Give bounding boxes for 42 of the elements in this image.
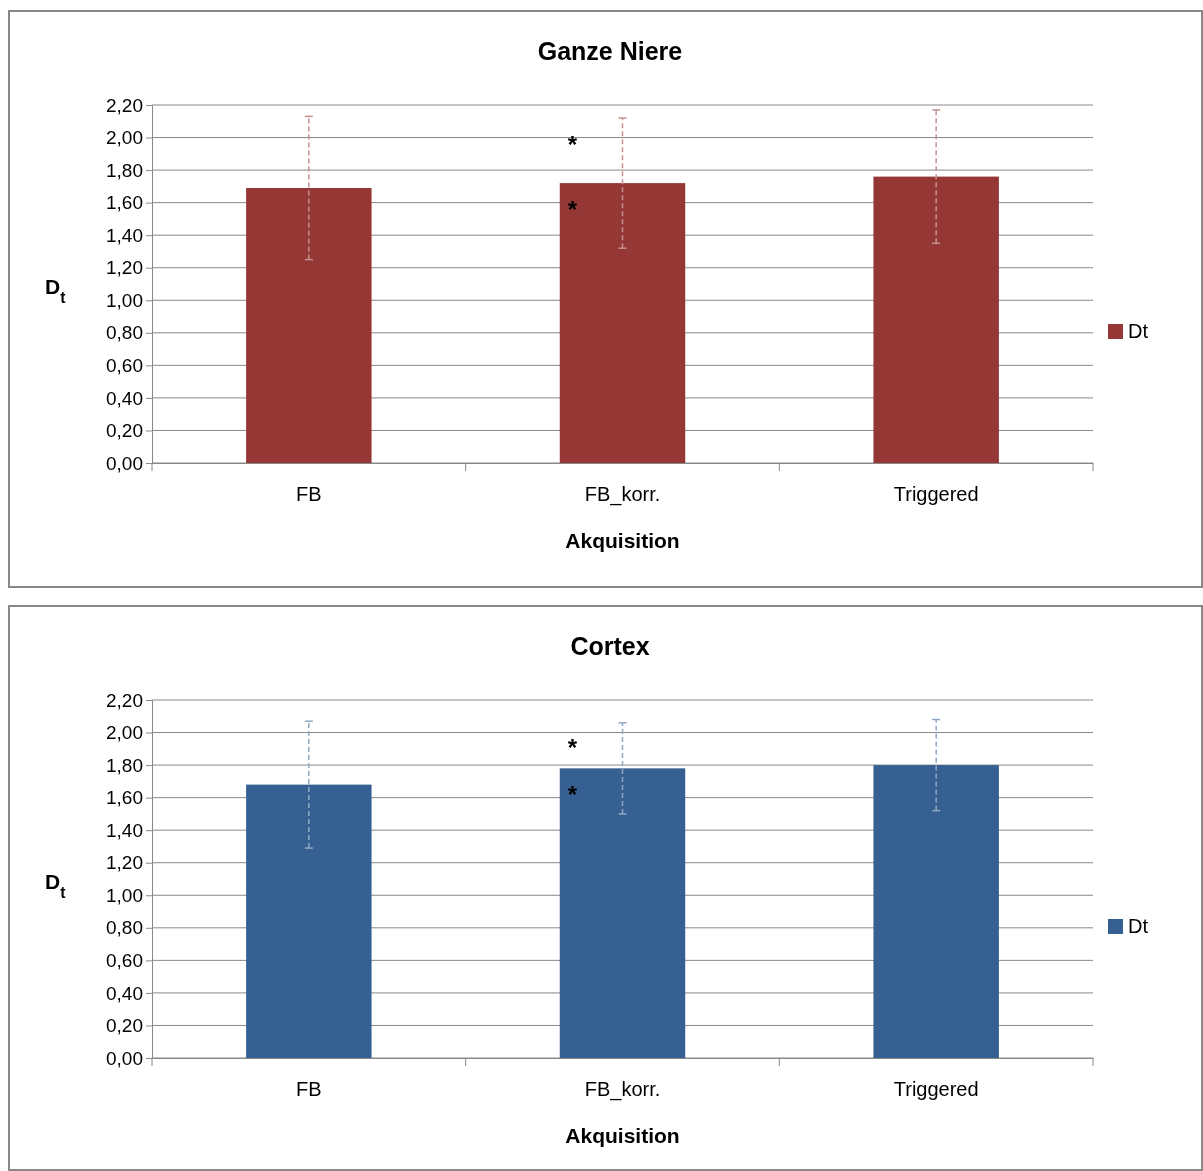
x-tick-label: Triggered [893, 1078, 979, 1101]
y-axis-title: D$_{t}$ [45, 870, 67, 901]
x-tick-label: FB_korr. [584, 1078, 661, 1102]
y-tick-label: 1,60 [106, 787, 143, 809]
x-tick-label: FB [296, 483, 322, 506]
annotation: * [567, 195, 578, 223]
y-tick-label: 1,00 [106, 289, 143, 311]
x-axis-title: Akquisition [565, 529, 680, 552]
y-tick-label: 2,20 [106, 689, 143, 711]
y-tick-label: 1,80 [106, 754, 143, 776]
y-tick-label: 1,20 [106, 257, 143, 279]
annotation: * [567, 130, 578, 158]
y-tick-label: 0,20 [106, 1015, 143, 1037]
y-tick-label: 1,20 [106, 852, 143, 874]
y-tick-label: 1,00 [106, 884, 143, 906]
chart-title: Ganze Niere [537, 37, 683, 65]
y-tick-label: 1,60 [106, 192, 143, 214]
y-tick-label: 0,60 [106, 354, 143, 376]
y-tick-label: 2,20 [106, 94, 143, 116]
y-tick-label: 0,80 [106, 322, 143, 344]
legend-label: Dt [1128, 320, 1149, 342]
chart-title: Cortex [570, 632, 650, 660]
x-tick-label: FB_korr. [584, 483, 661, 507]
y-tick-label: 0,00 [106, 452, 143, 474]
y-tick-label: 0,60 [106, 949, 143, 971]
y-tick-label: 1,40 [106, 224, 143, 246]
annotation: * [567, 781, 578, 809]
x-tick-label: FB [296, 1078, 322, 1101]
annotation: * [567, 733, 578, 761]
y-tick-label: 2,00 [106, 722, 143, 744]
y-tick-label: 0,40 [106, 982, 143, 1004]
y-tick-label: 0,20 [106, 420, 143, 442]
x-tick-label: Triggered [893, 483, 979, 506]
y-tick-label: 0,00 [106, 1047, 143, 1069]
y-tick-label: 2,00 [106, 127, 143, 149]
y-axis-title: D$_{t}$ [45, 275, 67, 306]
y-tick-label: 1,40 [106, 819, 143, 841]
y-tick-label: 0,40 [106, 387, 143, 409]
legend-label: Dt [1128, 915, 1149, 937]
y-tick-label: 1,80 [106, 159, 143, 181]
y-tick-label: 0,80 [106, 917, 143, 939]
x-axis-title: Akquisition [565, 1124, 680, 1147]
